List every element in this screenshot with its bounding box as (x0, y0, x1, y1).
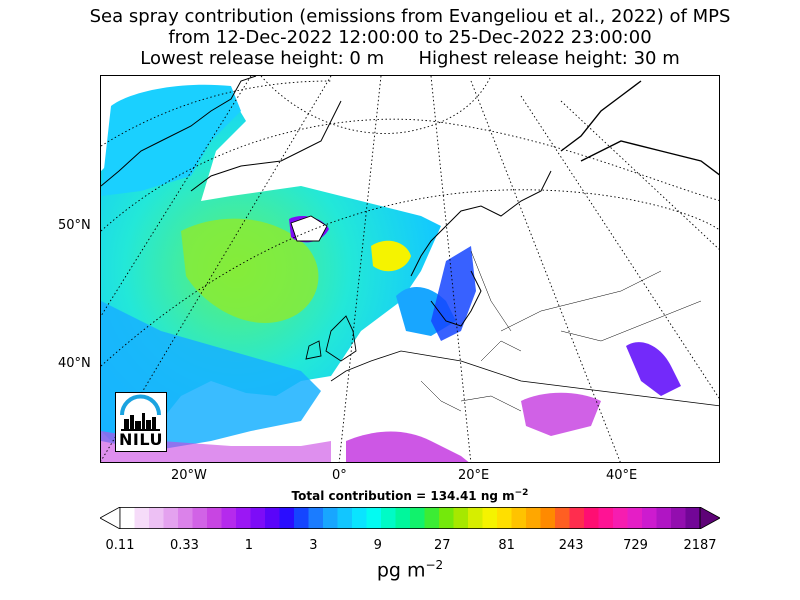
graticule (101, 76, 719, 462)
colorbar-bin (410, 507, 425, 529)
map-title: Sea spray contribution (emissions from E… (0, 6, 800, 69)
colorbar-bin (613, 507, 628, 529)
map-panel (100, 75, 720, 463)
country-borders (420, 250, 702, 412)
colorbar-bin (323, 507, 338, 529)
colorbar-bin (134, 507, 150, 529)
colorbar-tick-label: 2187 (683, 538, 717, 553)
colorbar-bin (482, 507, 498, 529)
colorbar-bin (627, 507, 643, 529)
colorbar-units-exponent: −2 (425, 558, 444, 572)
total-contribution: Total contribution = 134.41 ng m−2 (0, 488, 800, 503)
colorbar-bin (453, 507, 469, 529)
colorbar-tick-label: 729 (623, 538, 648, 553)
colorbar-tick-label: 27 (433, 538, 451, 553)
total-contribution-text: Total contribution = 134.41 ng m (291, 489, 515, 503)
colorbar-bin (250, 507, 266, 529)
colorbar-tick-label: 0.33 (169, 538, 199, 553)
nilu-logo-icon (120, 394, 161, 431)
colorbar-bin (685, 507, 701, 529)
colorbar (100, 507, 720, 529)
colorbar-bin (337, 507, 353, 529)
colorbar-bin (642, 507, 657, 529)
colorbar-bin (308, 507, 324, 529)
colorbar-bin (178, 507, 193, 529)
plume-blacksea (521, 392, 601, 436)
colorbar-bin (671, 507, 686, 529)
colorbar-bin (381, 507, 396, 529)
colorbar-bin (366, 507, 382, 529)
colorbar-bin (424, 507, 440, 529)
colorbar-bin (598, 507, 614, 529)
nilu-logo-text: NILU (119, 430, 163, 449)
plume-baltic (431, 246, 476, 341)
colorbar-tick-label: 3 (309, 538, 318, 553)
colorbar-bin (439, 507, 454, 529)
colorbar-tick-label: 1 (244, 538, 254, 553)
colorbar-bin (294, 507, 309, 529)
coastline-iceland (290, 215, 328, 242)
lat-label-40n: 40°N (58, 356, 91, 371)
plume-caspian (626, 342, 681, 396)
lon-label-20w: 20°W (171, 468, 207, 483)
coastline-greenland (101, 76, 342, 192)
nilu-logo: NILU (115, 392, 167, 452)
colorbar-tick-label: 0.11 (105, 538, 135, 553)
coastline-britain (305, 315, 357, 362)
colorbar-bin (221, 507, 237, 529)
lon-label-40e: 40°E (606, 468, 638, 483)
lon-label-0: 0° (332, 468, 347, 483)
plume-magenta-edge (101, 431, 331, 462)
colorbar-bin (656, 507, 672, 529)
colorbar-bin (265, 507, 280, 529)
colorbar-bin (526, 507, 541, 529)
colorbar-bin (497, 507, 512, 529)
colorbar-units-text: pg m (376, 559, 426, 582)
map-canvas (101, 76, 719, 462)
title-line-3: Lowest release height: 0 m Highest relea… (140, 48, 680, 69)
colorbar-bin (584, 507, 599, 529)
plume-north (101, 84, 241, 196)
total-contribution-exponent: −2 (514, 488, 529, 498)
colorbar-extend-low (100, 507, 121, 529)
coastline-scandinavia (410, 170, 552, 327)
colorbar-bin (569, 507, 585, 529)
plume-yellow-core (371, 240, 411, 272)
colorbar-bin (163, 507, 179, 529)
colorbar-tick-label: 81 (498, 538, 515, 553)
lat-label-50n: 50°N (58, 218, 91, 233)
plume-green-core (181, 218, 319, 323)
colorbar-tick-label: 243 (558, 538, 584, 553)
lon-label-20e: 20°E (458, 468, 490, 483)
colorbar-bin (555, 507, 570, 529)
colorbar-bin (207, 507, 222, 529)
title-line-2: from 12-Dec-2022 12:00:00 to 25-Dec-2022… (168, 27, 652, 48)
coastline-europe (330, 350, 719, 407)
colorbar-outline (119, 507, 701, 529)
colorbar-units: pg m−2 (0, 558, 800, 581)
colorbar-bin (468, 507, 483, 529)
colorbar-bin (352, 507, 367, 529)
colorbar-bin (192, 507, 208, 529)
colorbar-extend-high (699, 507, 720, 529)
title-line-1: Sea spray contribution (emissions from E… (89, 6, 731, 27)
plume-med (346, 431, 469, 462)
colorbar-bin (395, 507, 411, 529)
colorbar-bin (279, 507, 295, 529)
colorbar-bin (120, 507, 135, 529)
colorbar-tick-label: 9 (373, 538, 382, 553)
colorbar-bin (149, 507, 164, 529)
colorbar-bin (511, 507, 527, 529)
colorbar-bin (540, 507, 556, 529)
colorbar-bin (236, 507, 251, 529)
coastline-russia-north (560, 80, 719, 176)
